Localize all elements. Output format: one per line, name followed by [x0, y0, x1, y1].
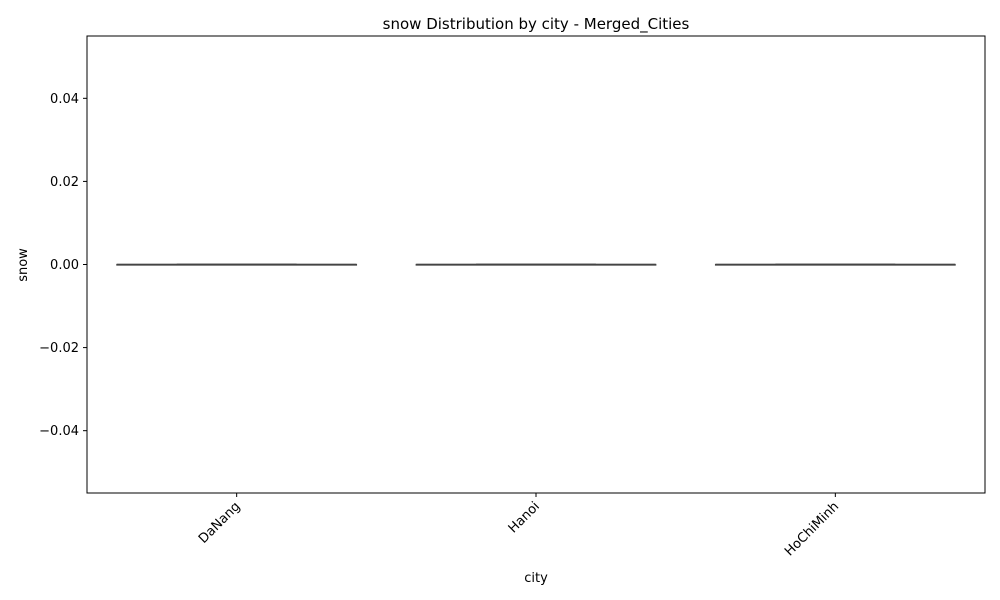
y-axis: 0.04 0.02 0.00 −0.02 −0.04 — [39, 92, 87, 439]
box-plot-hanoi — [415, 263, 657, 266]
y-tick-label: 0.04 — [50, 92, 79, 107]
y-tick-label: 0.00 — [50, 258, 79, 273]
y-tick-label: −0.04 — [39, 424, 79, 439]
x-axis-label: city — [524, 571, 548, 586]
boxes-layer — [116, 263, 956, 266]
y-axis-label: snow — [16, 248, 31, 282]
box-plot-danang — [116, 263, 358, 266]
chart-title: snow Distribution by city - Merged_Citie… — [383, 15, 690, 34]
y-tick-label: −0.02 — [39, 341, 79, 356]
box-plot-hochiminh — [714, 263, 956, 266]
y-tick-label: 0.02 — [50, 175, 79, 190]
